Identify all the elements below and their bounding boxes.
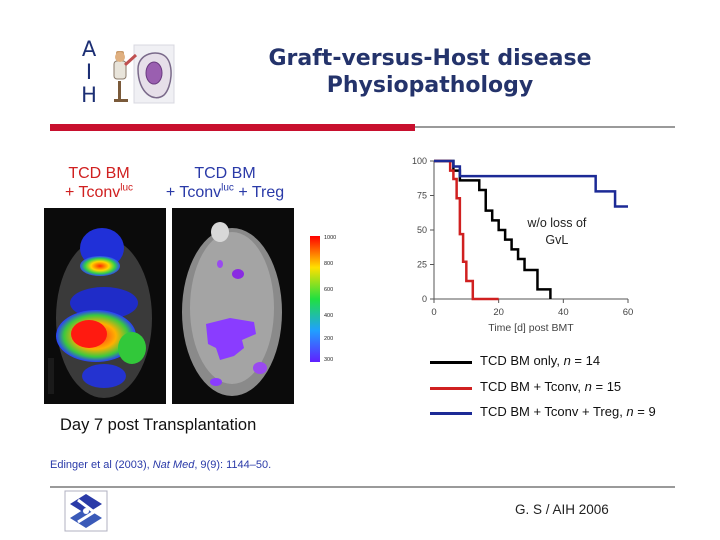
x-tick-label-3: 60: [623, 307, 634, 318]
chart-legend: TCD BM only, n = 14 TCD BM + Tconv, n = …: [430, 352, 690, 424]
citation: Edinger et al (2003), Nat Med, 9(9): 114…: [50, 459, 271, 471]
panel1-label-sup: luc: [120, 182, 134, 194]
legend-entry-2: TCD BM + Tconv + Treg, n = 9: [480, 404, 656, 419]
institute-logo-icon: [64, 490, 108, 532]
y-tick-label-2: 50: [417, 225, 427, 235]
panel1-label: TCD BM + Tconvluc: [44, 164, 154, 202]
imaging-caption: Day 7 post Transplantation: [60, 416, 257, 434]
y-tick-label-0: 0: [422, 294, 427, 304]
survival-chart: 0 25 50 75 100 0 20 40 60 Time [d] post BMT w/o lo…: [412, 156, 634, 334]
slide-title: Graft-versus-Host disease Physiopatholog…: [180, 45, 680, 99]
legend-swatch-1: [430, 387, 472, 390]
footer-divider-line: [50, 486, 675, 488]
intensity-color-scale: [310, 236, 320, 362]
y-tick-label-4: 100: [412, 156, 427, 166]
panel2-label-sup: luc: [221, 182, 234, 194]
series-line-1: [434, 159, 499, 301]
citation-details: , 9(9): 1144–50.: [194, 459, 272, 471]
legend-label-1: TCD BM + Tconv,: [480, 379, 585, 394]
panel2-label-treg: + Treg: [233, 184, 285, 201]
series-line-2: [434, 159, 628, 208]
legend-entry-0: TCD BM only, n = 14: [480, 353, 600, 368]
logo-letter-h: H: [81, 83, 97, 107]
logo-letter-a: A: [81, 37, 97, 61]
mouse-image-tconv: [44, 208, 166, 404]
scale-tick-0: 1000: [324, 235, 337, 241]
legend-n-1: n: [584, 379, 592, 394]
annotation-line-2: GvL: [545, 233, 568, 247]
aih-logo-letters: A I H: [78, 38, 100, 107]
legend-count-2: = 9: [633, 404, 656, 419]
panel2-label-line1: TCD BM: [194, 165, 256, 182]
legend-n-2: n: [626, 404, 634, 419]
panel1-label-tconv: + Tconv: [64, 184, 121, 201]
x-tick-label-0: 0: [431, 307, 436, 318]
scale-tick-3: 400: [324, 313, 334, 319]
legend-count-0: = 14: [570, 353, 601, 368]
legend-entry-1: TCD BM + Tconv, n = 15: [480, 379, 621, 394]
scientist-cell-logo-icon: [113, 44, 175, 104]
citation-journal: Nat Med: [152, 459, 195, 471]
panel1-label-line1: TCD BM: [68, 165, 130, 182]
series-line-0: [434, 159, 552, 299]
y-tick-label-3: 75: [417, 191, 427, 201]
citation-authors: Edinger et al (2003),: [50, 459, 153, 471]
legend-n-0: n: [563, 353, 571, 368]
legend-swatch-2: [430, 412, 472, 415]
legend-label-2: TCD BM + Tconv + Treg,: [480, 404, 627, 419]
y-tick-label-1: 25: [417, 260, 427, 270]
title-line-2: Physiopathology: [326, 73, 534, 98]
panel2-label-tconv: + Tconv: [165, 184, 222, 201]
panel1-label-line2: + Tconvluc: [44, 183, 154, 202]
footer-text: G. S / AIH 2006: [515, 502, 609, 517]
scale-tick-4: 200: [324, 336, 334, 342]
panel2-label-line2: + Tconvluc + Treg: [150, 183, 300, 202]
x-axis-label: Time [d] post BMT: [488, 322, 574, 334]
panel2-label: TCD BM + Tconvluc + Treg: [150, 164, 300, 202]
x-tick-label-2: 40: [558, 307, 569, 318]
mouse-image-treg: [172, 208, 294, 404]
header-accent-bar: [50, 124, 415, 131]
scale-tick-1: 800: [324, 261, 334, 267]
legend-swatch-0: [430, 361, 472, 364]
scale-tick-2: 600: [324, 287, 334, 293]
title-line-1: Graft-versus-Host disease: [268, 46, 592, 71]
x-tick-label-1: 20: [493, 307, 504, 318]
scale-tick-5: 300: [324, 357, 334, 363]
header-divider-line: [415, 126, 675, 128]
logo-letter-i: I: [85, 60, 93, 84]
legend-count-1: = 15: [591, 379, 622, 394]
legend-label-0: TCD BM only,: [480, 353, 564, 368]
annotation-line-1: w/o loss of: [526, 216, 587, 230]
